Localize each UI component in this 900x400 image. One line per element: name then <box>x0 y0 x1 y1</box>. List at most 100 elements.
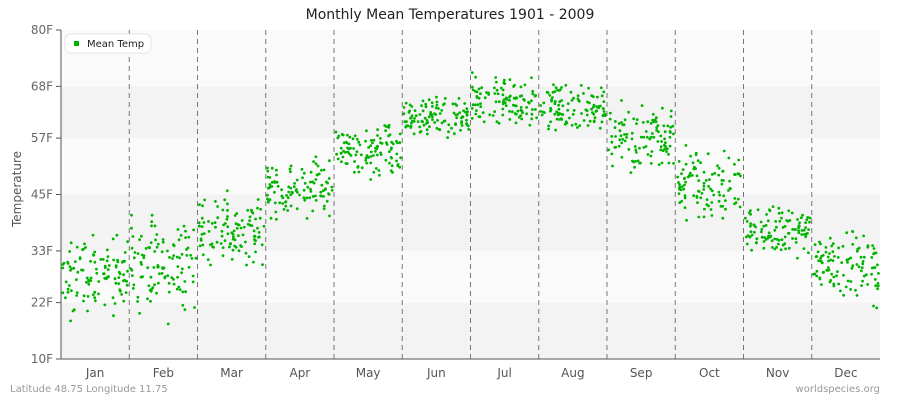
data-point <box>89 279 93 282</box>
data-point <box>369 139 373 142</box>
data-point <box>85 276 89 280</box>
data-point <box>75 278 78 281</box>
data-point <box>378 173 381 177</box>
data-point <box>683 176 686 180</box>
data-point <box>187 265 191 269</box>
data-point <box>155 291 158 295</box>
data-point <box>591 95 595 98</box>
data-point <box>371 141 374 145</box>
data-point <box>783 235 787 239</box>
data-point <box>774 220 778 223</box>
data-point <box>815 274 819 278</box>
data-point <box>528 123 532 127</box>
data-point <box>214 200 217 203</box>
data-point <box>708 178 711 182</box>
data-point <box>846 260 849 264</box>
data-point <box>250 224 254 228</box>
data-point <box>87 282 91 286</box>
data-point <box>680 172 683 176</box>
data-point <box>705 198 709 202</box>
data-point <box>679 188 683 192</box>
data-point <box>545 90 549 94</box>
data-point <box>710 201 714 204</box>
data-point <box>202 232 206 236</box>
data-point <box>364 156 368 160</box>
data-point <box>749 224 752 228</box>
data-point <box>572 109 576 112</box>
data-point <box>501 93 505 97</box>
data-point <box>568 116 571 120</box>
data-point <box>168 256 171 259</box>
data-point <box>200 232 204 236</box>
data-point <box>187 235 191 239</box>
data-point <box>322 204 326 208</box>
data-point <box>198 203 201 207</box>
data-point <box>379 137 382 140</box>
data-point <box>491 114 495 117</box>
data-point <box>530 99 533 103</box>
data-point <box>226 202 229 206</box>
data-point <box>611 164 614 168</box>
data-point <box>354 153 358 157</box>
data-point <box>132 283 136 287</box>
data-point <box>379 151 382 155</box>
data-point <box>642 135 646 139</box>
data-point <box>69 268 72 272</box>
data-point <box>388 150 391 154</box>
data-point <box>465 107 469 110</box>
data-point <box>437 107 440 110</box>
data-point <box>75 245 79 249</box>
data-point <box>234 222 238 226</box>
data-point <box>806 232 809 235</box>
data-point <box>322 168 326 172</box>
data-point <box>443 119 447 123</box>
data-point <box>141 275 144 279</box>
data-point <box>552 83 555 87</box>
data-point <box>424 105 428 109</box>
data-point <box>697 215 701 219</box>
data-point <box>438 112 442 115</box>
data-point <box>92 253 96 257</box>
data-point <box>291 191 294 195</box>
data-point <box>763 236 767 240</box>
data-point <box>150 220 154 224</box>
data-point <box>539 104 542 107</box>
data-point <box>102 272 105 276</box>
data-point <box>553 100 557 103</box>
data-point <box>372 154 375 157</box>
data-point <box>353 160 356 163</box>
data-point <box>131 274 134 277</box>
data-point <box>106 268 110 271</box>
data-point <box>68 265 72 268</box>
data-point <box>722 194 726 198</box>
data-point <box>747 211 751 215</box>
data-point <box>560 118 564 121</box>
data-point <box>600 94 604 98</box>
data-point <box>409 116 412 120</box>
data-point <box>130 226 133 230</box>
data-point <box>695 196 699 199</box>
data-point <box>861 260 865 263</box>
data-point <box>120 293 123 296</box>
data-point <box>142 254 146 257</box>
data-point <box>588 119 592 123</box>
data-point <box>152 266 156 269</box>
data-point <box>554 86 558 90</box>
data-point <box>870 272 873 276</box>
data-point <box>748 235 752 239</box>
data-point <box>355 150 359 154</box>
data-point <box>614 145 618 149</box>
data-point <box>364 158 368 162</box>
data-point <box>416 120 420 123</box>
data-point <box>87 280 90 283</box>
data-point <box>561 113 565 116</box>
data-point <box>479 92 482 96</box>
data-point <box>160 272 164 275</box>
data-point <box>621 123 625 127</box>
data-point <box>289 204 293 208</box>
data-point <box>680 199 684 203</box>
data-point <box>306 185 310 189</box>
footer-source[interactable]: worldspecies.org <box>795 384 880 395</box>
data-point <box>504 96 508 100</box>
data-point <box>513 97 517 100</box>
